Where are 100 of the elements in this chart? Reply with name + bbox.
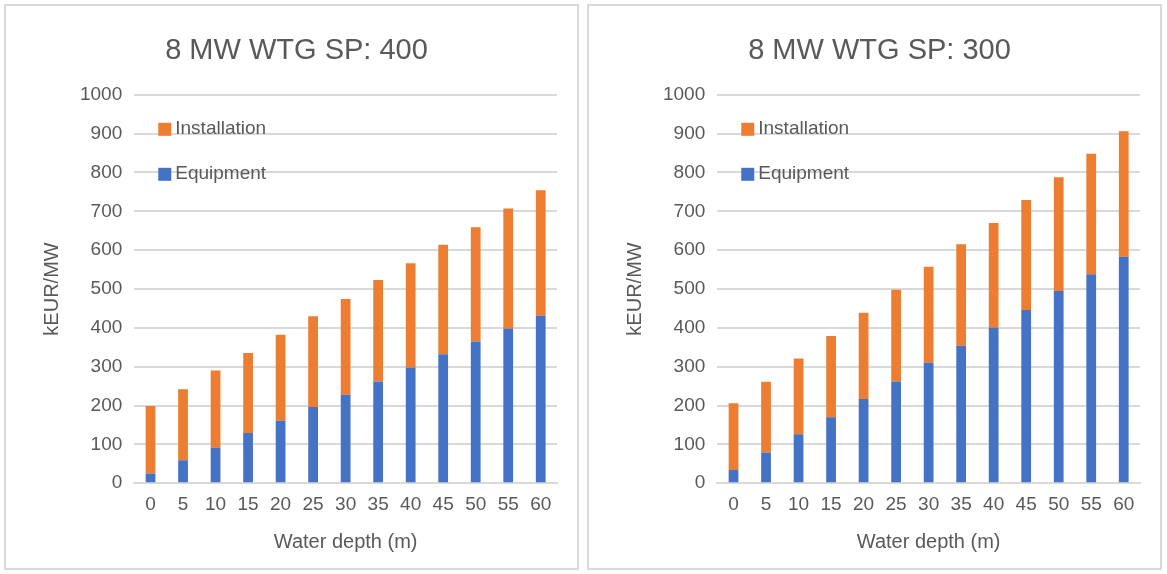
x-tick-label: 40 [983,492,1005,514]
x-tick-label: 15 [237,492,259,514]
bar [275,334,286,421]
legend-label: Equipment [758,162,850,184]
bar [923,266,934,363]
x-tick-label: 35 [950,492,972,514]
x-tick-label: 35 [367,492,389,514]
bar [1086,274,1097,483]
x-tick-label: 15 [820,492,842,514]
bar [373,280,384,382]
bar [275,420,286,483]
bar [438,354,449,483]
y-tick-label: 400 [90,316,123,338]
bar [728,469,739,483]
x-tick-label: 20 [853,492,875,514]
x-tick-label: 10 [204,492,227,514]
bar [438,244,449,355]
y-tick-label: 500 [673,277,706,299]
y-tick-label: 700 [90,199,123,221]
legend-label: Installation [758,117,850,139]
bar [1021,309,1032,483]
x-tick-label: 45 [1015,492,1037,514]
bar [956,345,967,483]
x-tick-label: 25 [885,492,907,514]
y-tick-label: 600 [90,238,123,260]
bar [761,381,771,453]
y-tick-label: 1000 [79,83,123,105]
x-tick-label: 20 [270,492,292,514]
bar [308,407,318,483]
bar [858,312,869,399]
bar [923,362,934,483]
y-tick-label: 100 [673,432,706,454]
bar [1118,256,1129,483]
bar [243,353,253,434]
y-tick-label: 200 [90,393,123,415]
bar [1053,290,1064,483]
chart-title: 8 MW WTG SP: 400 [165,33,428,66]
legend-label: Installation [175,117,267,139]
y-tick-label: 200 [673,393,706,415]
chart-title: 8 MW WTG SP: 300 [748,33,1011,66]
bar [826,336,836,418]
y-tick-label: 900 [673,121,706,143]
bar [728,403,739,470]
bar [535,315,546,483]
y-tick-label: 0 [694,471,706,493]
bar [988,327,999,483]
bar [503,208,514,329]
y-tick-label: 600 [673,238,706,260]
y-tick-label: 800 [90,160,123,182]
y-tick-label: 1000 [662,83,706,105]
bar [891,289,901,382]
y-tick-label: 900 [90,121,123,143]
bar [210,447,221,483]
bar [470,227,481,342]
y-tick-label: 0 [111,471,123,493]
bar [210,370,221,448]
x-axis-title: Water depth (m) [856,529,1001,552]
y-tick-label: 400 [673,316,706,338]
bar [178,389,188,461]
y-tick-label: 700 [673,199,706,221]
bar [535,190,546,316]
bar [145,405,156,474]
x-tick-label: 10 [787,492,810,514]
bar [470,341,481,483]
bar [826,417,836,483]
bar [373,381,384,483]
bar [761,452,771,483]
bar [793,434,804,483]
x-tick-label: 0 [145,492,156,514]
y-axis-title: kEUR/MW [39,242,62,336]
bar [891,381,901,483]
bar [956,244,967,346]
x-tick-label: 60 [530,492,552,514]
y-axis-title: kEUR/MW [622,242,645,336]
bar [243,433,253,483]
x-tick-label: 5 [177,492,189,514]
x-axis-title: Water depth (m) [273,529,418,552]
bar [405,263,416,368]
x-tick-label: 50 [1048,492,1070,514]
bar [503,328,514,483]
bar [308,316,318,408]
legend-label: Equipment [175,162,267,184]
bar [340,299,351,395]
x-tick-label: 5 [760,492,772,514]
x-tick-label: 55 [497,492,519,514]
y-tick-label: 500 [90,277,123,299]
x-tick-label: 45 [432,492,454,514]
y-tick-label: 800 [673,160,706,182]
x-tick-label: 25 [302,492,324,514]
x-tick-label: 40 [400,492,422,514]
bar [405,367,416,483]
bar [793,358,804,435]
bar [1086,153,1097,275]
y-tick-label: 300 [673,354,706,376]
bar [145,473,156,483]
y-tick-label: 300 [90,354,123,376]
bar [1021,200,1032,310]
y-tick-label: 100 [90,432,123,454]
x-tick-label: 55 [1080,492,1102,514]
bar [178,460,188,483]
